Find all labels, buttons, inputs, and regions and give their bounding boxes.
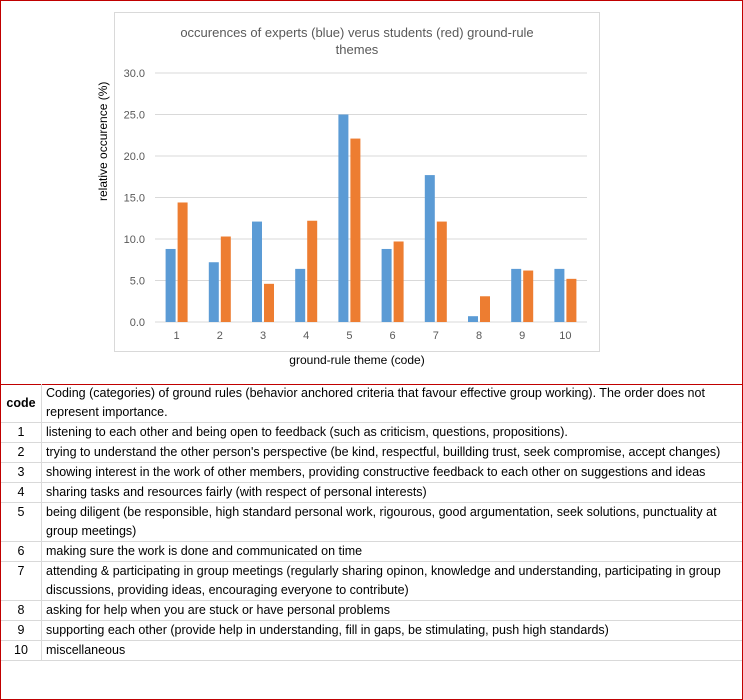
y-axis-label: relative occurence (%)	[96, 81, 110, 201]
table-body: 1 listening to each other and being open …	[1, 422, 742, 661]
x-tick-label: 6	[390, 330, 396, 342]
x-tick-label: 2	[217, 330, 223, 342]
row-code: 3	[1, 462, 42, 483]
row-description: sharing tasks and resources fairly (with…	[41, 482, 742, 503]
row-code: 1	[1, 422, 42, 443]
row-description: listening to each other and being open t…	[41, 422, 742, 443]
bar-experts	[381, 248, 392, 322]
x-tick-label: 5	[346, 330, 352, 342]
table-header-row: code Coding (categories) of ground rules…	[1, 384, 742, 423]
y-tick-label: 15.0	[124, 193, 145, 205]
table-row: 9 supporting each other (provide help in …	[1, 620, 742, 641]
table-row: 1 listening to each other and being open …	[1, 422, 742, 443]
y-tick-label: 0.0	[130, 317, 145, 329]
coding-table: code Coding (categories) of ground rules…	[1, 384, 742, 661]
x-tick-label: 9	[519, 330, 525, 342]
chart-area: occurences of experts (blue) verus stude…	[1, 1, 742, 385]
bar-experts	[295, 268, 306, 322]
x-tick-label: 8	[476, 330, 482, 342]
bar-experts	[468, 316, 478, 322]
table-row: 7 attending & participating in group meet…	[1, 561, 742, 601]
table-row: 5 being diligent (be responsible, high st…	[1, 502, 742, 542]
bar-students	[436, 221, 447, 322]
bar-students	[480, 296, 490, 322]
bar-experts	[208, 262, 219, 322]
x-tick-label: 10	[559, 330, 571, 342]
x-tick-label: 7	[433, 330, 439, 342]
row-code: 4	[1, 482, 42, 503]
bar-students	[264, 283, 274, 322]
row-code: 5	[1, 502, 42, 542]
bar-experts	[511, 268, 522, 322]
bar-students	[523, 270, 534, 322]
y-tick-label: 10.0	[124, 234, 145, 246]
row-code: 2	[1, 442, 42, 463]
table-row: 3 showing interest in the work of other m…	[1, 462, 742, 483]
table-row: 8 asking for help when you are stuck or h…	[1, 600, 742, 621]
row-description: supporting each other (provide help in u…	[41, 620, 742, 641]
row-description: asking for help when you are stuck or ha…	[41, 600, 742, 621]
row-code: 7	[1, 561, 42, 601]
chart-plot: 0.0 5.0 10.0 15.0 20.0 25.0 30.0 1 2 3 4 5 6 7 8 9 10	[124, 68, 587, 342]
bar-students	[350, 138, 361, 322]
y-tick-label: 20.0	[124, 151, 145, 163]
chart-title-line1: occurences of experts (blue) verus stude…	[180, 25, 534, 40]
row-description: making sure the work is done and communi…	[41, 541, 742, 562]
row-description: trying to understand the other person's …	[41, 442, 742, 463]
bar-students	[307, 220, 318, 322]
bar-students	[177, 202, 188, 322]
bar-students	[393, 241, 404, 322]
bar-experts	[554, 268, 565, 322]
bar-experts	[424, 175, 435, 322]
bar-experts	[338, 114, 349, 322]
bar-experts	[252, 221, 262, 322]
row-description: attending & participating in group meeti…	[41, 561, 742, 601]
header-code: code	[1, 384, 42, 423]
header-description: Coding (categories) of ground rules (beh…	[41, 384, 742, 423]
bar-experts	[165, 248, 176, 322]
row-code: 8	[1, 600, 42, 621]
bar-students	[220, 236, 231, 322]
chart-title-line2: themes	[335, 42, 379, 57]
table-row: 2 trying to understand the other person's…	[1, 442, 742, 463]
y-tick-label: 25.0	[124, 110, 145, 122]
table-row: 10 miscellaneous	[1, 640, 742, 661]
x-tick-label: 3	[260, 330, 266, 342]
row-description: miscellaneous	[41, 640, 742, 661]
row-code: 10	[1, 640, 42, 661]
row-description: showing interest in the work of other me…	[41, 462, 742, 483]
x-tick-label: 4	[303, 330, 309, 342]
x-tick-label: 1	[174, 330, 180, 342]
table-row: 4 sharing tasks and resources fairly (wit…	[1, 482, 742, 503]
x-axis-label: ground-rule theme (code)	[289, 353, 425, 367]
chart-card: occurences of experts (blue) verus stude…	[96, 12, 600, 367]
row-code: 9	[1, 620, 42, 641]
y-tick-label: 30.0	[124, 68, 145, 80]
row-code: 6	[1, 541, 42, 562]
y-tick-label: 5.0	[130, 276, 145, 288]
table-row: 6 making sure the work is done and commun…	[1, 541, 742, 562]
row-description: being diligent (be responsible, high sta…	[41, 502, 742, 542]
bar-students	[566, 278, 577, 322]
